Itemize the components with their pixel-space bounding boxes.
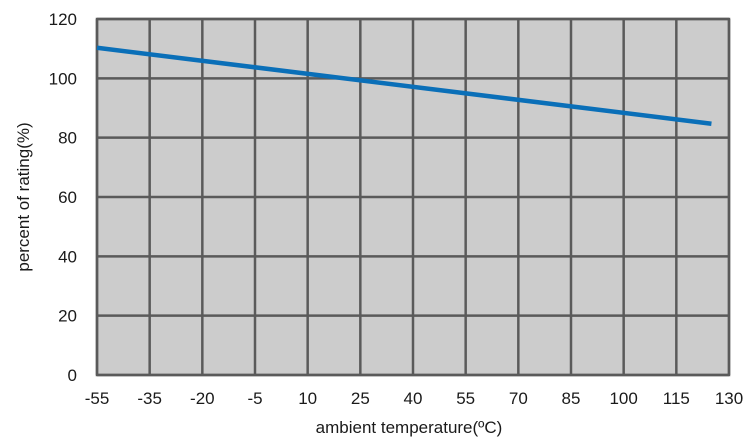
- x-tick-label: 85: [562, 389, 581, 408]
- x-tick-label: 70: [509, 389, 528, 408]
- x-tick-label: -5: [247, 389, 262, 408]
- y-tick-label: 40: [58, 247, 77, 266]
- y-tick-label: 80: [58, 129, 77, 148]
- plot-frame: [95, 17, 731, 377]
- x-tick-label: 115: [663, 389, 690, 408]
- x-tick-label: 10: [298, 389, 317, 408]
- x-tick-label: 55: [456, 389, 475, 408]
- derating-curve-line: [96, 45, 712, 126]
- y-tick-label: 120: [49, 10, 77, 29]
- y-tick-label: 20: [58, 307, 77, 326]
- x-tick-labels: -55 -35 -20 -5 10 25 40 55 70 85 100 115 130: [85, 389, 743, 408]
- y-tick-label: 60: [58, 188, 77, 207]
- y-axis-label: percent of rating(%): [14, 122, 33, 271]
- y-tick-label: 100: [49, 69, 77, 88]
- x-tick-label: 25: [351, 389, 370, 408]
- x-tick-label: -20: [190, 389, 215, 408]
- series-layer: [96, 45, 712, 126]
- x-tick-label: -55: [85, 389, 110, 408]
- x-tick-label: 100: [609, 389, 637, 408]
- y-tick-labels: 0 20 40 60 80 100 120: [49, 10, 77, 385]
- x-tick-label: 40: [404, 389, 423, 408]
- y-tick-label: 0: [68, 366, 77, 385]
- x-tick-label: 130: [715, 389, 743, 408]
- x-tick-label: -35: [137, 389, 162, 408]
- x-axis-label: ambient temperature(ºC): [316, 418, 503, 437]
